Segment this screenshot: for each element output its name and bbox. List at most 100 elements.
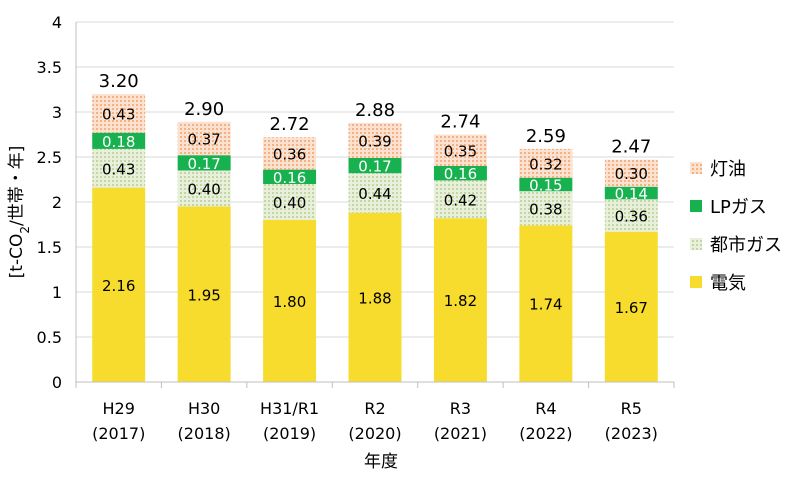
bar-segment <box>92 148 146 188</box>
bar-segment <box>177 170 231 207</box>
segment-value-label: 0.37 <box>187 131 220 149</box>
bar-segment <box>92 94 146 133</box>
segment-value-label: 0.16 <box>273 169 306 187</box>
legend-swatch <box>690 200 702 212</box>
total-value-label: 2.74 <box>440 112 480 133</box>
y-axis-title: [t-CO2/世帯・年] <box>7 146 32 279</box>
x-tick-label-year: (2021) <box>434 424 487 443</box>
bar-segment <box>263 137 317 170</box>
bar-segment <box>519 191 573 226</box>
segment-value-label: 1.82 <box>444 292 477 310</box>
x-tick-label-year: (2018) <box>178 424 231 443</box>
bar-segment <box>348 173 402 213</box>
x-tick-label-year: (2020) <box>348 424 401 443</box>
legend-swatch <box>690 162 702 174</box>
legend-label: LPガス <box>710 197 767 218</box>
y-tick-label: 4 <box>52 13 62 32</box>
bar-segment <box>519 177 573 192</box>
bar-segment <box>604 199 658 232</box>
segment-value-label: 0.30 <box>615 165 648 183</box>
y-tick-label: 3 <box>52 103 62 122</box>
bar-segment <box>92 187 146 382</box>
axes: 0 0.5 1 1.5 2 2.5 3 3.5 4 H29 (2017) H30 (2018) H31/R… <box>37 13 675 443</box>
segment-value-label: 1.95 <box>187 286 220 304</box>
segment-value-label: 1.80 <box>273 293 306 311</box>
y-tick-label: 0 <box>52 373 62 392</box>
segment-value-label: 0.17 <box>187 155 220 173</box>
segment-value-label: 0.32 <box>529 155 562 173</box>
total-value-label: 2.90 <box>184 99 224 120</box>
x-tick-label: R2 <box>364 399 385 418</box>
legend-label: 電気 <box>710 273 746 294</box>
legend-swatch <box>690 238 702 250</box>
bar-segment <box>348 122 402 158</box>
segment-value-label: 0.44 <box>358 185 391 203</box>
total-value-label: 2.88 <box>355 100 395 121</box>
total-value-label: 2.59 <box>526 126 566 147</box>
x-tick-label: H30 <box>188 399 220 418</box>
segment-value-label: 0.18 <box>102 133 135 151</box>
bar-segment <box>348 212 402 382</box>
segment-value-label: 0.43 <box>102 105 135 123</box>
segment-value-label: 0.42 <box>444 191 477 209</box>
segment-value-label: 0.38 <box>529 200 562 218</box>
y-tick-label: 0.5 <box>37 328 62 347</box>
bars: 2.16 0.43 0.18 0.43 3.20 1.95 0.40 0.17 0.37 2.90… <box>92 71 658 382</box>
y-tick-label: 2.5 <box>37 148 62 167</box>
x-tick-label-year: (2017) <box>92 424 145 443</box>
segment-value-label: 0.14 <box>615 185 648 203</box>
segment-value-label: 0.40 <box>273 194 306 212</box>
x-tick-label: R5 <box>621 399 642 418</box>
bar-segment <box>263 220 317 382</box>
segment-value-label: 1.88 <box>358 289 391 307</box>
total-value-label: 2.47 <box>611 137 651 158</box>
segment-value-label: 0.40 <box>187 181 220 199</box>
bar-segment <box>604 186 658 200</box>
y-axis-title-prefix: [t-CO <box>7 234 27 279</box>
segment-value-label: 0.16 <box>444 165 477 183</box>
x-tick-label-year: (2022) <box>519 424 572 443</box>
total-value-label: 3.20 <box>99 71 139 92</box>
bar-segment <box>433 166 487 181</box>
bar-segment <box>177 206 231 382</box>
x-tick-label: R3 <box>450 399 471 418</box>
bar-segment <box>263 184 317 220</box>
legend-label: 都市ガス <box>710 235 782 256</box>
bar-segment <box>519 225 573 382</box>
y-tick-label: 2 <box>52 193 62 212</box>
segment-value-label: 0.43 <box>102 160 135 178</box>
segment-value-label: 0.36 <box>273 145 306 163</box>
x-axis-title: 年度 <box>364 452 398 472</box>
bar-segment <box>604 231 658 382</box>
bar-segment <box>348 157 402 174</box>
legend-label: 灯油 <box>710 159 746 180</box>
x-tick-label-year: (2019) <box>263 424 316 443</box>
segment-value-label: 1.67 <box>615 299 648 317</box>
segment-value-label: 0.15 <box>529 176 562 194</box>
y-axis-title-subscript: 2 <box>18 226 32 234</box>
segment-value-label: 0.35 <box>444 142 477 160</box>
segment-value-label: 0.36 <box>615 208 648 226</box>
x-tick-label: H29 <box>103 399 135 418</box>
segment-value-label: 0.39 <box>358 132 391 150</box>
total-value-label: 2.72 <box>270 114 310 135</box>
y-axis-title-suffix: /世帯・年] <box>7 146 27 226</box>
bar-segment <box>433 180 487 219</box>
bar-segment <box>263 169 317 184</box>
segment-value-label: 1.74 <box>529 296 562 314</box>
y-tick-label: 1.5 <box>37 238 62 257</box>
bar-segment <box>177 121 231 156</box>
bar-segment <box>433 134 487 166</box>
bar-segment <box>177 155 231 171</box>
segment-value-label: 0.17 <box>358 158 391 176</box>
y-tick-label: 1 <box>52 283 62 302</box>
bar-segment <box>433 218 487 382</box>
bar-segment <box>519 148 573 178</box>
segment-value-label: 2.16 <box>102 277 135 295</box>
x-tick-label: R4 <box>535 399 556 418</box>
y-tick-label: 3.5 <box>37 58 62 77</box>
bar-segment <box>604 159 658 187</box>
